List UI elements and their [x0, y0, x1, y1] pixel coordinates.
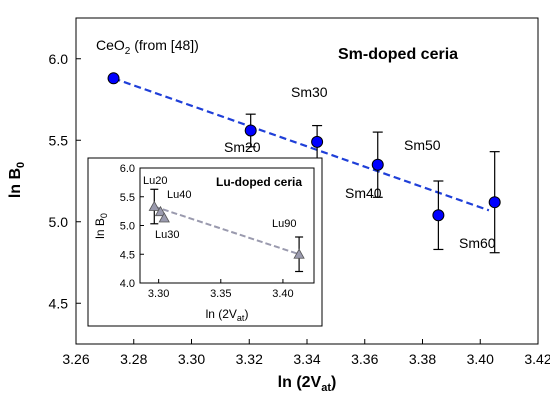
main-y-tick-label: 5.0 [49, 214, 69, 230]
point-label-ceo2: CeO2 (from [48]) [96, 37, 199, 57]
inset-point-lu20-marker [148, 200, 160, 211]
point-label-sm40: Sm40 [345, 185, 382, 201]
main-point-sm60-marker [488, 196, 501, 209]
inset-y-tick-label: 6.0 [120, 163, 135, 175]
inset-fit-line [153, 205, 300, 256]
main-y-tick-label: 5.5 [49, 132, 69, 148]
main-x-axis-label-sub: at [321, 382, 331, 394]
main-fit-line [113, 77, 490, 212]
main-y-tick-label: 6.0 [49, 51, 69, 67]
main-y-axis-label-main: ln B [7, 168, 24, 198]
main-point-sm40-marker [371, 158, 384, 171]
inset-y-ticks: 4.0 4.5 5.0 5.5 6.0 [120, 163, 144, 290]
main-point-ceo-marker [107, 72, 120, 85]
main-x-tick-label: 3.38 [409, 351, 436, 367]
main-data-points [107, 72, 501, 254]
inset-data-points [148, 188, 305, 273]
inset-point-label-lu40: Lu40 [167, 189, 191, 201]
inset-y-tick-label: 4.5 [120, 249, 135, 261]
point-label-sm30: Sm30 [291, 84, 328, 100]
inset-x-tick-label: 3.35 [210, 288, 231, 300]
inset-y-tick-label: 5.5 [120, 192, 135, 204]
inset-chart: 3.30 3.35 3.40 4.0 4.5 5.0 5.5 6.0 Lu-doped ce… [87, 157, 323, 327]
main-x-tick-label: 3.28 [120, 351, 147, 367]
point-label-sm20: Sm20 [224, 139, 261, 155]
main-chart: 3.26 3.28 3.30 3.32 3.34 3.36 3.38 3.40 3.42 4.5… [7, 17, 550, 394]
inset-x-tick-label: 3.30 [148, 288, 169, 300]
inset-x-axis-label-close: ) [244, 307, 248, 321]
main-x-tick-label: 3.40 [467, 351, 494, 367]
point-label-sm60: Sm60 [459, 235, 496, 251]
inset-y-axis-label-main: ln B [93, 218, 107, 239]
inset-y-tick-label: 4.0 [120, 278, 135, 290]
main-point-sm30-marker [311, 135, 324, 148]
inset-point-label-lu20: Lu20 [143, 175, 167, 187]
main-y-ticks: 4.5 5.0 5.5 6.0 [49, 51, 81, 311]
inset-x-ticks: 3.30 3.35 3.40 [148, 279, 294, 300]
point-label-ceo2-rest: (from [48]) [130, 37, 198, 53]
main-x-axis-label-close: ) [331, 374, 336, 391]
main-x-tick-label: 3.26 [62, 351, 89, 367]
inset-point-lu90-marker [293, 248, 305, 259]
inset-y-axis-label-sub: 0 [99, 213, 109, 218]
point-label-sm50: Sm50 [404, 137, 441, 153]
inset-x-axis-label-sub: at [237, 313, 245, 323]
main-x-tick-label: 3.32 [236, 351, 263, 367]
inset-x-axis-label-main: ln (2V [206, 307, 237, 321]
main-x-tick-label: 3.30 [178, 351, 205, 367]
main-x-axis-label: ln (2Vat) [278, 374, 337, 394]
main-point-sm50-marker [432, 209, 445, 222]
main-x-tick-label: 3.42 [524, 351, 550, 367]
point-label-ceo2-main: CeO [96, 37, 125, 53]
inset-x-tick-label: 3.40 [272, 288, 293, 300]
inset-point-label-lu90: Lu90 [272, 218, 296, 230]
main-chart-title: Sm-doped ceria [338, 46, 458, 63]
inset-point-label-lu30: Lu30 [155, 229, 179, 241]
inset-y-axis-label: ln B0 [93, 213, 109, 239]
inset-chart-title: Lu-doped ceria [216, 175, 302, 189]
inset-y-tick-label: 5.0 [120, 221, 135, 233]
main-y-axis-label: ln B0 [7, 162, 27, 198]
main-point-sm20-marker [244, 124, 257, 137]
inset-point-lu40-marker [154, 205, 167, 217]
main-y-tick-label: 4.5 [49, 295, 69, 311]
main-x-ticks: 3.26 3.28 3.30 3.32 3.34 3.36 3.38 3.40 3.42 [62, 339, 550, 367]
inset-background [87, 157, 323, 327]
main-x-tick-label: 3.34 [293, 351, 320, 367]
inset-x-axis-label: ln (2Vat) [206, 307, 249, 323]
point-label-ceo2-sub: 2 [125, 46, 131, 57]
main-x-tick-label: 3.36 [351, 351, 378, 367]
main-y-axis-label-sub: 0 [15, 162, 27, 168]
inset-point-lu30-marker [158, 212, 170, 223]
main-x-axis-label-main: ln (2V [278, 374, 322, 391]
